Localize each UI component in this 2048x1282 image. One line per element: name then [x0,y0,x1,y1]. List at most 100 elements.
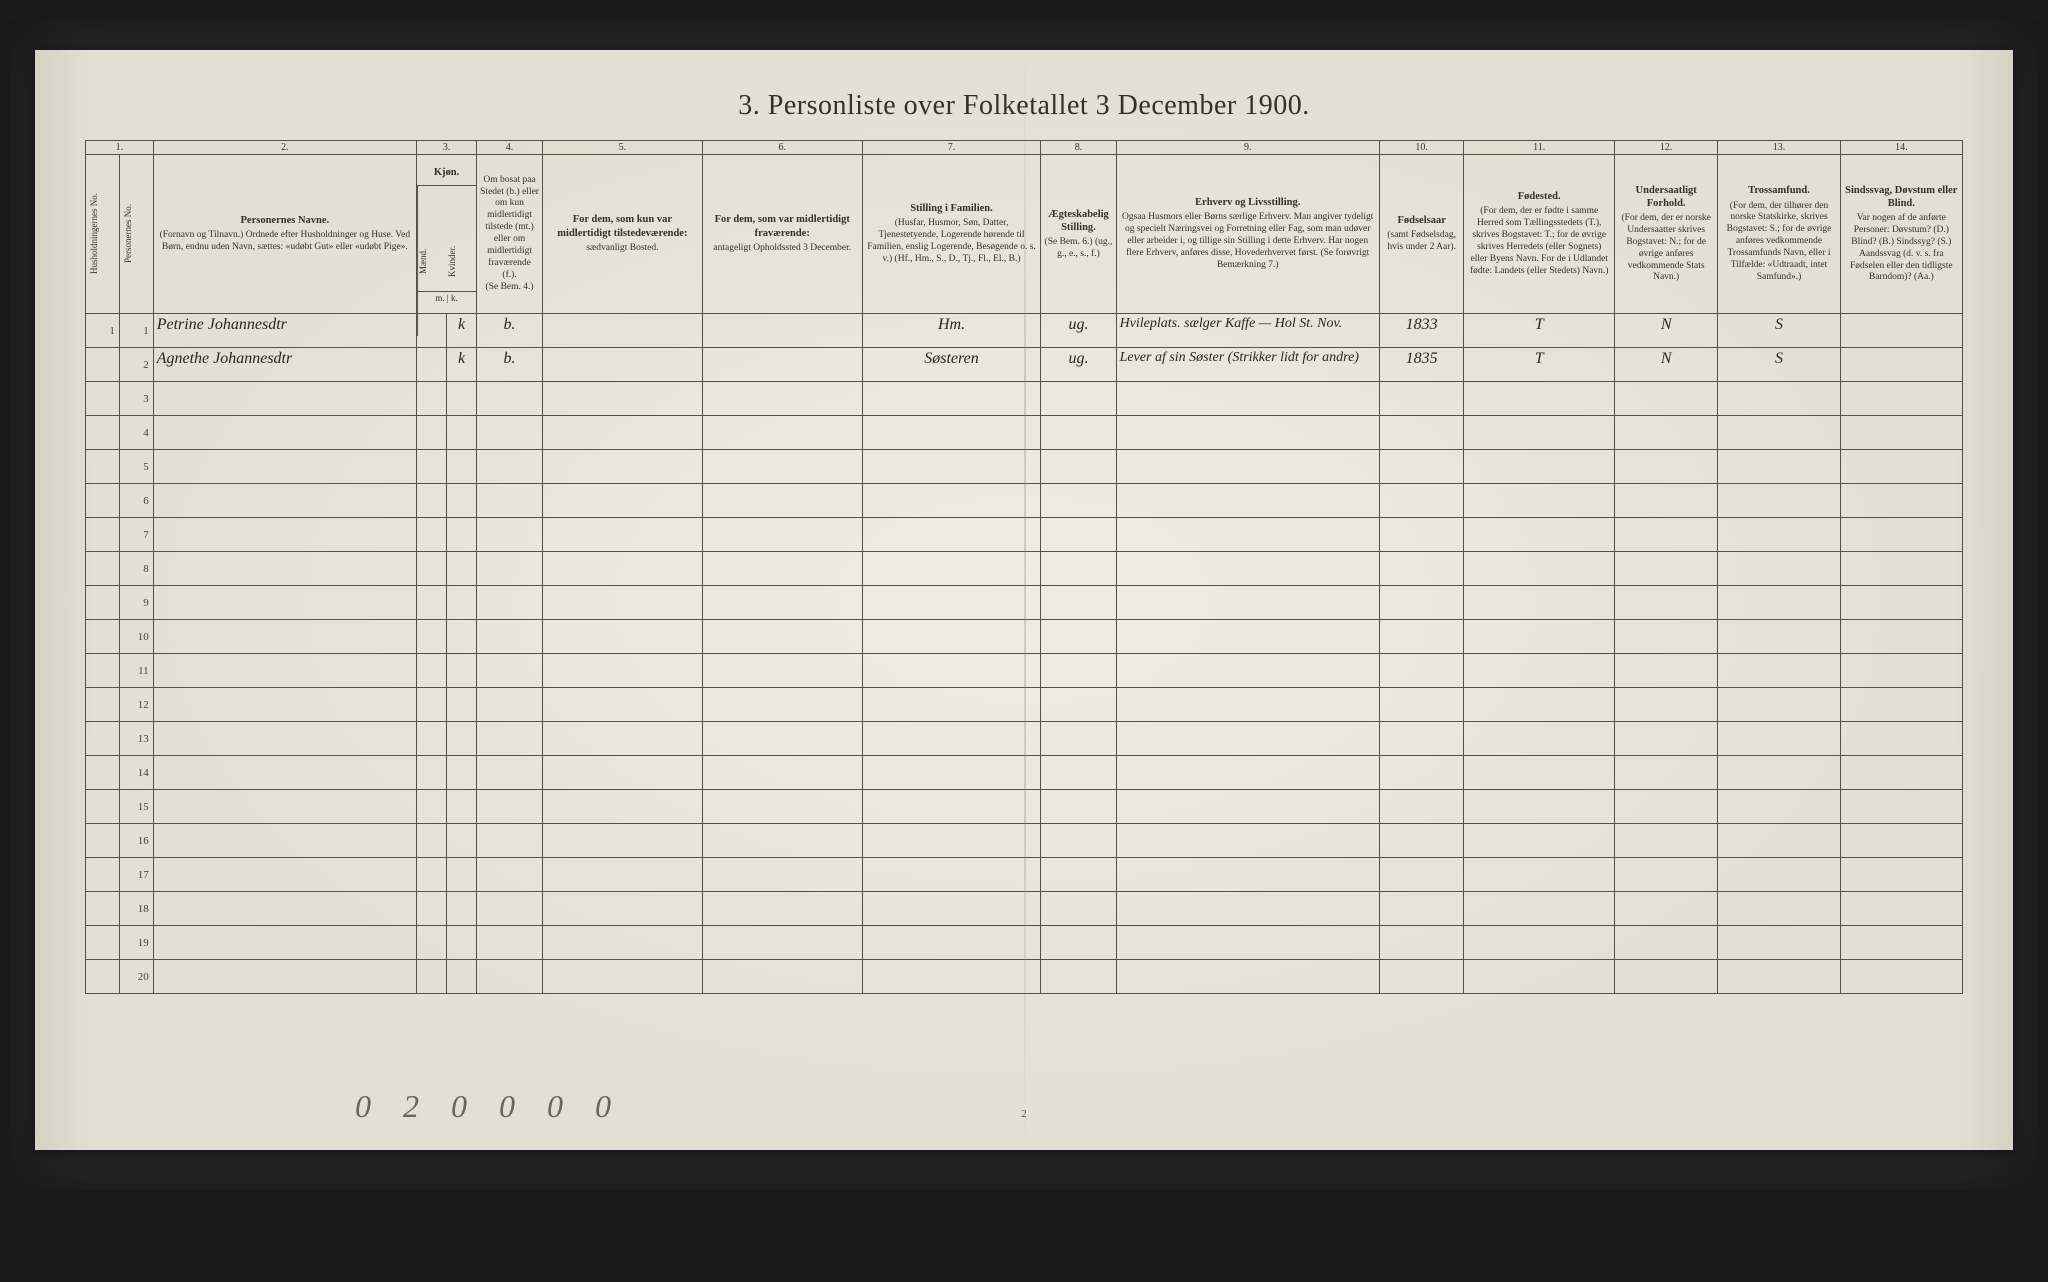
cell-blank [1379,620,1464,654]
cell-blank [1116,756,1379,790]
cell-blank [702,382,862,416]
cell-blank [1116,484,1379,518]
cell-blank [862,382,1041,416]
cell-blank [1116,960,1379,994]
cell-name: Agnethe Johannesdtr [153,348,416,382]
col-num: 3. [416,141,476,155]
table-row: 3 [86,382,1963,416]
cell-blank [542,416,702,450]
cell-household-no [86,484,120,518]
cell-blank [153,654,416,688]
hdr-birthyear: Fødselsaar (samt Fødselsdag, hvis under … [1379,155,1464,314]
table-row: 18 [86,892,1963,926]
cell-blank [153,960,416,994]
cell-blank [477,858,543,892]
cell-blank [862,892,1041,926]
cell-blank [702,960,862,994]
cell-blank [1379,960,1464,994]
table-row: 11Petrine Johannesdtrkb.Hm.ug.Hvileplats… [86,314,1963,348]
cell-blank [1840,382,1962,416]
cell-blank [862,552,1041,586]
cell-blank [862,688,1041,722]
col-num: 7. [862,141,1041,155]
cell-blank [1041,824,1116,858]
cell-blank [1840,824,1962,858]
cell-blank [1718,926,1840,960]
cell-blank [1614,654,1717,688]
table-row: 7 [86,518,1963,552]
cell-blank [1614,518,1717,552]
cell-blank [447,382,477,416]
cell-blank [1041,416,1116,450]
table-row: 16 [86,824,1963,858]
cell-blank [153,382,416,416]
cell-blank [153,892,416,926]
cell-blank [416,892,446,926]
census-body: 11Petrine Johannesdtrkb.Hm.ug.Hvileplats… [86,314,1963,994]
hdr-disability: Sindssvag, Døvstum eller Blind. Var noge… [1840,155,1962,314]
cell-blank [542,722,702,756]
cell-person-no: 20 [119,960,153,994]
cell-blank [1840,518,1962,552]
cell-resident: b. [477,314,543,348]
table-row: 13 [86,722,1963,756]
col-num: 13. [1718,141,1840,155]
cell-blank [1379,722,1464,756]
cell-blank [1041,756,1116,790]
col-num: 6. [702,141,862,155]
cell-blank [1379,790,1464,824]
table-row: 2Agnethe Johannesdtrkb.Søsterenug.Lever … [86,348,1963,382]
cell-occupation: Hvileplats. sælger Kaffe — Hol St. Nov. [1116,314,1379,348]
cell-blank [1614,620,1717,654]
cell-blank [542,484,702,518]
cell-blank [1614,722,1717,756]
cell-blank [447,450,477,484]
cell-blank [447,416,477,450]
cell-blank [447,620,477,654]
cell-blank [542,382,702,416]
header-row: Husholdningernes No. Personernes No. Per… [86,155,1963,314]
cell-blank [477,790,543,824]
cell-blank [153,858,416,892]
cell-blank [1116,620,1379,654]
cell-blank [702,552,862,586]
cell-family-pos: Hm. [862,314,1041,348]
table-row: 17 [86,858,1963,892]
cell-blank [1041,960,1116,994]
cell-blank [1840,552,1962,586]
cell-blank [1464,484,1614,518]
cell-blank [477,756,543,790]
cell-blank [1379,858,1464,892]
cell-blank [1116,688,1379,722]
cell-blank [1718,382,1840,416]
cell-blank [1379,382,1464,416]
cell-blank [1041,620,1116,654]
cell-sex-k: k [447,348,477,382]
cell-blank [153,824,416,858]
cell-blank [702,858,862,892]
cell-blank [1464,416,1614,450]
cell-blank [477,586,543,620]
cell-blank [1614,790,1717,824]
cell-household-no [86,858,120,892]
col-num: 14. [1840,141,1962,155]
cell-blank [862,824,1041,858]
cell-blank [477,552,543,586]
cell-blank [1718,858,1840,892]
cell-household-no: 1 [86,314,120,348]
cell-blank [1464,620,1614,654]
cell-blank [1116,722,1379,756]
cell-household-no [86,416,120,450]
cell-blank [1464,586,1614,620]
table-row: 12 [86,688,1963,722]
cell-temp-absent [702,314,862,348]
cell-blank [447,518,477,552]
cell-household-no [86,688,120,722]
cell-nationality: N [1614,348,1717,382]
cell-blank [447,960,477,994]
cell-blank [1840,892,1962,926]
hdr-household-no: Husholdningernes No. [86,155,120,314]
cell-blank [1041,688,1116,722]
cell-household-no [86,824,120,858]
cell-blank [862,484,1041,518]
